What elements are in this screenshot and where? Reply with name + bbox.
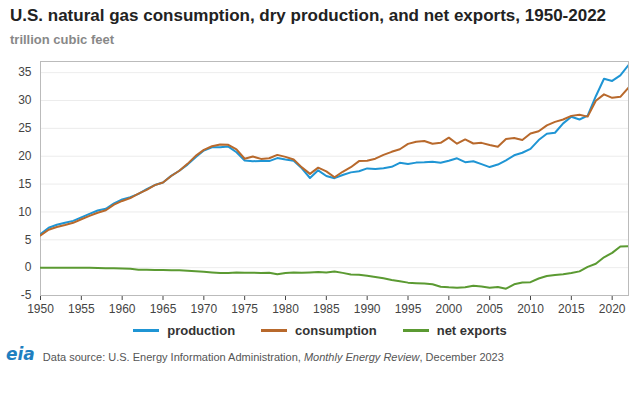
svg-text:1955: 1955 [68,302,95,316]
svg-text:15: 15 [18,177,32,191]
svg-text:0: 0 [25,260,32,274]
svg-text:1980: 1980 [272,302,299,316]
svg-text:1960: 1960 [109,302,136,316]
html-text:Data source: U.S. Energy Infor: Data source: U.S. Energy Information Adm… [42,351,504,363]
svg-text:2010: 2010 [517,302,544,316]
html-text:net exports: net exports [436,323,507,338]
svg-text:-5: -5 [21,288,32,302]
svg-text:2005: 2005 [476,302,503,316]
svg-text:1970: 1970 [190,302,217,316]
svg-text:1965: 1965 [150,302,177,316]
svg-text:1985: 1985 [313,302,340,316]
svg-text:2015: 2015 [558,302,585,316]
svg-text:1990: 1990 [354,302,381,316]
svg-text:1950: 1950 [27,302,54,316]
svg-text:20: 20 [18,149,32,163]
html-text:U.S. natural gas consumption,: U.S. natural gas consumption, dry produc… [10,6,607,25]
svg-text:1975: 1975 [231,302,258,316]
svg-text:10: 10 [18,205,32,219]
html-text:eia: eia [6,344,35,364]
html-text:trillion cubic feet: trillion cubic feet [10,32,114,47]
html-text:production: production [167,323,236,338]
svg-text:2020: 2020 [599,302,626,316]
svg-text:5: 5 [25,233,32,247]
html-text:consumption: consumption [295,323,377,338]
svg-text:1995: 1995 [395,302,422,316]
svg-text:25: 25 [18,121,32,135]
svg-text:30: 30 [18,93,32,107]
svg-text:35: 35 [18,65,32,79]
svg-text:2000: 2000 [435,302,462,316]
